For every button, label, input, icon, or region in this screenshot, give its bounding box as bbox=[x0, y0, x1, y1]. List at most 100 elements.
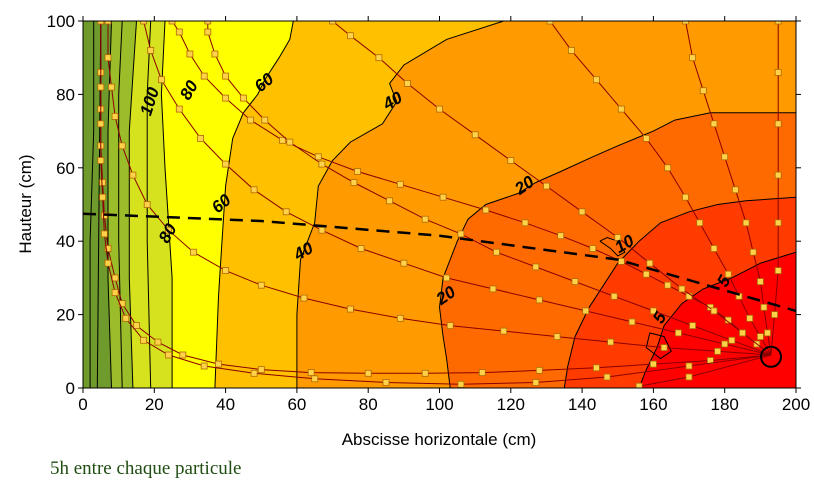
particle-marker bbox=[546, 21, 554, 25]
particle-marker bbox=[500, 327, 508, 335]
particle-marker bbox=[535, 366, 543, 374]
trajectory-1 bbox=[546, 21, 772, 356]
particle-marker bbox=[350, 179, 358, 186]
particle-marker bbox=[247, 116, 255, 124]
trajectory-6 bbox=[140, 21, 772, 356]
isoline-9 bbox=[438, 112, 796, 388]
particle-marker bbox=[436, 105, 443, 113]
particle-marker bbox=[165, 226, 173, 234]
particle-marker bbox=[140, 336, 148, 344]
isoline-5 bbox=[146, 21, 152, 388]
isoline-0 bbox=[89, 21, 95, 388]
particle-marker bbox=[329, 21, 336, 25]
x-tick-label: 100 bbox=[425, 395, 453, 414]
particle-marker bbox=[493, 248, 500, 256]
particle-marker bbox=[489, 285, 497, 293]
particle-marker bbox=[346, 305, 354, 313]
particle-marker bbox=[678, 285, 686, 293]
particle-marker bbox=[111, 113, 119, 120]
particle-marker bbox=[147, 47, 155, 54]
particle-marker bbox=[282, 208, 290, 216]
particle-marker bbox=[532, 379, 540, 386]
particle-marker bbox=[318, 160, 326, 168]
trajectory-3 bbox=[770, 21, 782, 356]
particle-marker bbox=[300, 294, 308, 302]
particle-marker bbox=[165, 351, 173, 359]
particle-marker bbox=[507, 157, 515, 164]
particle-marker bbox=[675, 329, 682, 337]
particle-marker bbox=[129, 171, 137, 179]
particle-marker bbox=[222, 94, 230, 102]
particle-marker bbox=[257, 366, 265, 374]
y-tick-label: 80 bbox=[56, 85, 75, 104]
particle-marker bbox=[311, 375, 319, 383]
particle-marker bbox=[143, 201, 151, 208]
particle-marker bbox=[179, 351, 187, 359]
particle-marker bbox=[650, 360, 657, 368]
particle-marker bbox=[582, 307, 590, 315]
contour-lines bbox=[89, 21, 796, 388]
particle-marker bbox=[710, 120, 718, 128]
x-tick-label: 180 bbox=[711, 395, 739, 414]
trajectory-2 bbox=[682, 21, 772, 356]
particle-marker bbox=[482, 206, 490, 214]
x-tick-label: 60 bbox=[287, 395, 306, 414]
trajectory-line bbox=[685, 21, 772, 356]
trajectory-line bbox=[207, 21, 772, 356]
particle-marker bbox=[222, 267, 230, 275]
particle-marker bbox=[699, 87, 707, 95]
particle-marker bbox=[714, 347, 721, 355]
particle-marker bbox=[375, 54, 383, 62]
particle-marker bbox=[742, 219, 750, 227]
particle-marker bbox=[593, 76, 600, 84]
particle-marker bbox=[403, 80, 411, 87]
particle-marker bbox=[457, 230, 465, 238]
particle-marker bbox=[154, 338, 162, 346]
particle-marker bbox=[222, 72, 230, 80]
trajectory-line bbox=[770, 21, 779, 356]
x-tick-label: 20 bbox=[145, 395, 164, 414]
particle-marker bbox=[439, 193, 447, 201]
particle-marker bbox=[357, 245, 365, 252]
particle-marker bbox=[382, 379, 390, 386]
particle-marker bbox=[421, 369, 429, 377]
particle-marker bbox=[200, 362, 208, 370]
particle-marker bbox=[104, 245, 112, 252]
particle-marker bbox=[689, 322, 696, 330]
particle-marker bbox=[749, 248, 757, 256]
particle-marker bbox=[650, 307, 657, 315]
particle-marker bbox=[685, 373, 693, 381]
particle-marker bbox=[578, 208, 586, 216]
particle-marker bbox=[774, 69, 782, 76]
particle-marker bbox=[660, 344, 668, 352]
y-tick-label: 40 bbox=[56, 232, 75, 251]
particle-marker bbox=[186, 50, 194, 58]
particle-marker bbox=[589, 245, 597, 252]
particle-marker bbox=[635, 382, 643, 388]
particle-marker bbox=[239, 94, 247, 102]
particle-marker bbox=[279, 136, 287, 144]
x-tick-label: 160 bbox=[639, 395, 667, 414]
caption: 5h entre chaque particule bbox=[50, 458, 242, 479]
particle-marker bbox=[108, 83, 115, 91]
particle-marker bbox=[739, 329, 746, 337]
particle-marker bbox=[111, 289, 119, 297]
particle-marker bbox=[607, 338, 614, 346]
particle-marker bbox=[157, 76, 165, 84]
particle-marker bbox=[99, 179, 106, 186]
particle-marker bbox=[664, 281, 672, 289]
particle-marker bbox=[211, 50, 219, 58]
particle-marker bbox=[724, 270, 732, 278]
particle-marker bbox=[446, 322, 454, 330]
particle-marker bbox=[571, 278, 579, 286]
particle-marker bbox=[774, 21, 782, 25]
circle-marker bbox=[760, 345, 782, 368]
trajectory-9 bbox=[97, 21, 772, 388]
particle-marker bbox=[99, 193, 106, 201]
particle-marker bbox=[400, 259, 408, 267]
particle-marker bbox=[617, 105, 625, 113]
particle-marker bbox=[642, 134, 650, 142]
y-tick-label: 20 bbox=[56, 306, 75, 325]
particle-marker bbox=[354, 168, 361, 175]
particle-marker bbox=[614, 234, 622, 241]
